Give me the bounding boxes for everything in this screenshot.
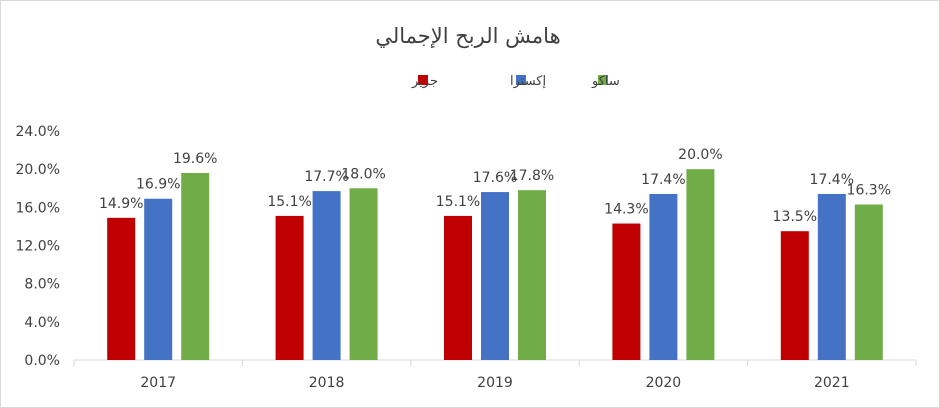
x-tick-label: 2021 (814, 375, 850, 391)
bar (686, 169, 715, 360)
bar (444, 215, 472, 360)
x-tick-label: 2019 (477, 375, 513, 391)
data-label: 17.8% (510, 168, 554, 184)
legend-swatch (418, 75, 428, 85)
y-tick-label: 24.0% (16, 124, 60, 140)
y-tick-label: 20.0% (16, 162, 60, 178)
legend-label: ساكو (591, 74, 620, 89)
data-label: 14.3% (604, 202, 648, 218)
chart-title: هامش الربح الإجمالي (375, 24, 560, 48)
y-tick-label: 12.0% (16, 239, 60, 255)
bar (181, 172, 210, 360)
y-axis: 0.0% 4.0% 8.0% 12.0% 16.0% 20.0% 24.0% (16, 124, 60, 369)
bars (107, 169, 883, 360)
y-tick-label: 4.0% (24, 315, 60, 331)
y-tick-label: 16.0% (16, 200, 60, 216)
data-label: 19.6% (173, 151, 217, 167)
legend-swatch (598, 75, 608, 85)
bar (349, 188, 378, 360)
legend-item: إكسترا (510, 74, 546, 89)
data-label: 17.4% (641, 172, 685, 188)
bar (649, 193, 678, 360)
data-label: 17.6% (473, 170, 517, 186)
bar (275, 215, 304, 360)
data-label: 17.4% (810, 172, 854, 188)
legend-label: جرير (411, 74, 438, 89)
bar (854, 204, 883, 360)
bar (481, 192, 509, 360)
legend-item: جرير (411, 74, 438, 89)
legend-swatch (516, 75, 526, 85)
data-label: 16.3% (847, 182, 891, 198)
bar (612, 223, 641, 360)
y-tick-label: 8.0% (24, 277, 60, 293)
bar (518, 190, 546, 360)
y-tick-label: 0.0% (24, 353, 60, 369)
legend-label: إكسترا (510, 74, 546, 89)
bar (780, 231, 809, 360)
data-label: 17.7% (304, 169, 348, 185)
bar (107, 217, 136, 360)
legend-item: ساكو (591, 74, 620, 89)
bar (312, 191, 341, 360)
data-label: 18.0% (341, 166, 385, 182)
bar (144, 198, 173, 360)
data-label: 13.5% (773, 209, 817, 225)
data-label: 15.1% (436, 194, 480, 210)
x-tick-label: 2017 (140, 375, 176, 391)
x-axis: 2017 2018 2019 2020 2021 (73, 359, 917, 391)
data-label: 20.0% (678, 147, 722, 163)
data-labels: 14.9% 16.9% 19.6% 15.1% 17.7%18.0% 15.1% 17.6%… (99, 147, 891, 225)
legend: جرير إكسترا ساكو (411, 74, 620, 89)
data-label: 16.9% (136, 177, 180, 193)
x-tick-label: 2020 (646, 375, 682, 391)
bar (817, 193, 846, 360)
data-label: 15.1% (267, 194, 311, 210)
x-tick-label: 2018 (309, 375, 345, 391)
data-label: 14.9% (99, 196, 143, 212)
